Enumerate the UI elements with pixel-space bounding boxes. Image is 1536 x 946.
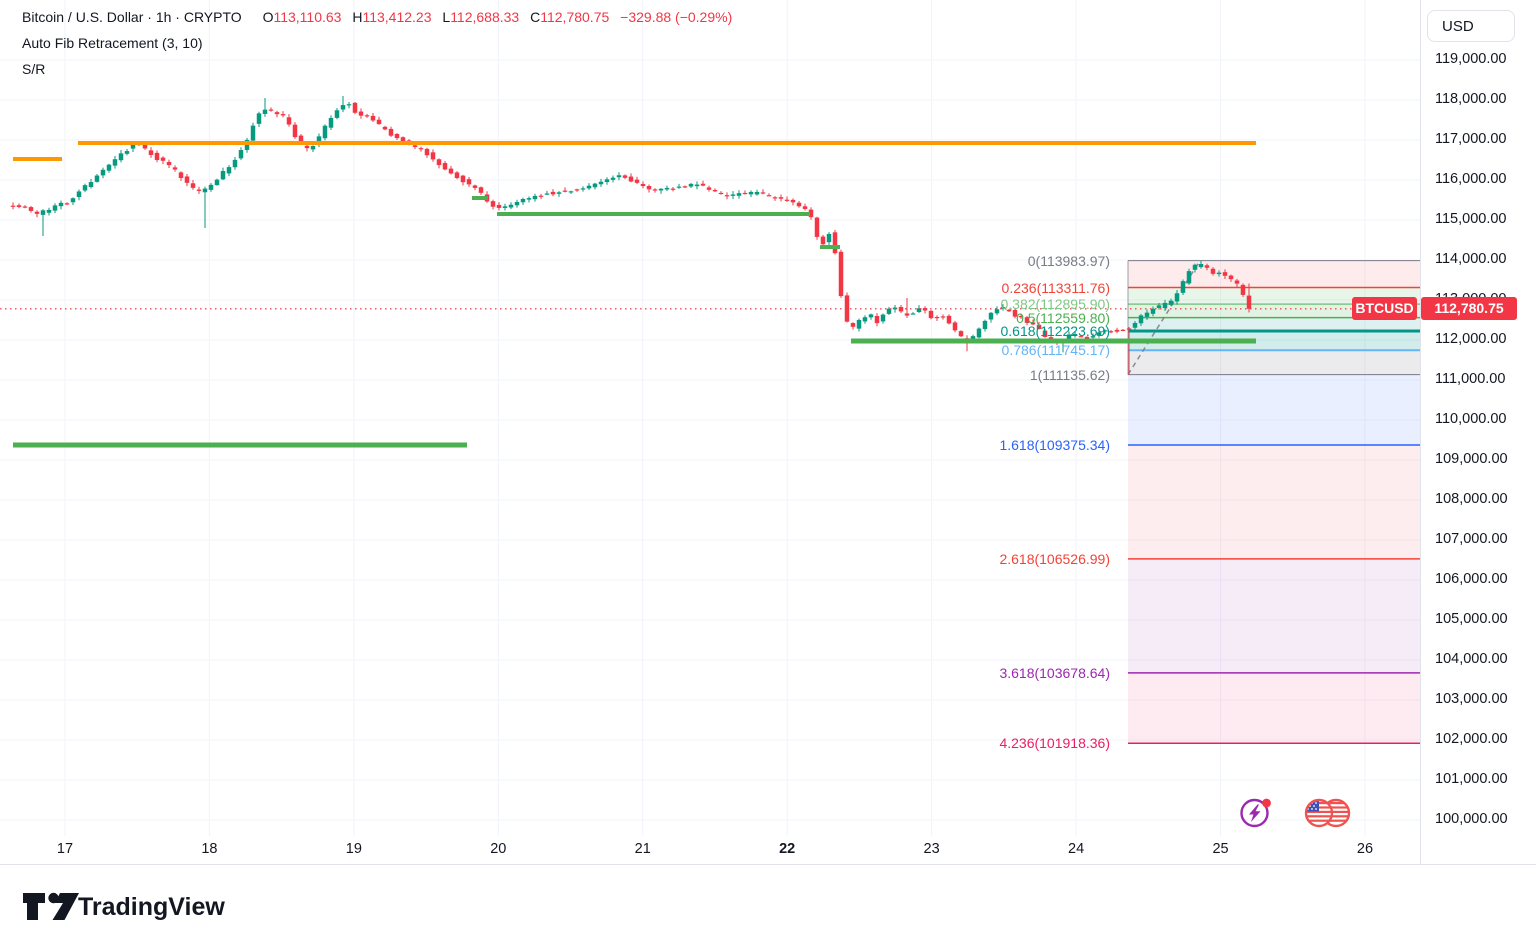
- ohlc-close-value: 112,780.75: [540, 9, 610, 25]
- ohlc-close-key: C: [530, 9, 541, 25]
- symbol-header-row[interactable]: Bitcoin / U.S. Dollar · 1h · CRYPTO O113…: [22, 8, 732, 27]
- price-tick-label: 101,000.00: [1435, 771, 1508, 787]
- price-tick-label: 107,000.00: [1435, 531, 1508, 547]
- ohlc-open-key: O: [262, 9, 274, 25]
- candlestick-canvas[interactable]: [0, 0, 1420, 838]
- fib-level-label: 0.618(112223.69): [1000, 323, 1111, 340]
- symbol-badge: BTCUSD: [1352, 297, 1417, 321]
- price-tick-label: 114,000.00: [1435, 251, 1507, 267]
- fib-level-label: 2.618(106526.99): [999, 550, 1110, 567]
- time-tick-label: 20: [490, 841, 507, 857]
- price-tick-label: 110,000.00: [1435, 411, 1507, 427]
- time-tick-label: 21: [634, 841, 651, 857]
- fib-level-label: 1(111135.62): [1029, 366, 1110, 383]
- indicator-sr[interactable]: S/R: [22, 61, 46, 77]
- currency-unit-button[interactable]: USD: [1427, 10, 1515, 42]
- price-tick-label: 103,000.00: [1435, 691, 1508, 707]
- time-tick-label: 24: [1068, 841, 1085, 857]
- time-tick-label: 17: [56, 841, 74, 857]
- ohlc-low-value: 112,688.33: [450, 9, 520, 25]
- fib-level-label: 3.618(103678.64): [999, 664, 1110, 681]
- time-tick-label: 25: [1212, 841, 1229, 857]
- time-axis[interactable]: 17 18 19 20 21 22 23 24 25 26: [0, 838, 1420, 864]
- fib-level-label: 4.236(101918.36): [999, 735, 1110, 752]
- ohlc-low-key: L: [442, 9, 451, 25]
- fib-level-label: 0.236(113311.76): [1001, 279, 1110, 296]
- price-tick-label: 118,000.00: [1435, 91, 1507, 107]
- price-tick-label: 104,000.00: [1435, 651, 1508, 667]
- widget-bottom-border: [0, 864, 1536, 865]
- brand-text: TradingView: [78, 893, 225, 921]
- time-tick-label: 18: [201, 841, 218, 857]
- lightning-ideas-icon[interactable]: [1239, 796, 1273, 830]
- fib-level-label: 0.382(112895.90): [1000, 296, 1111, 313]
- time-tick-label: 26: [1356, 841, 1374, 857]
- indicator-auto-fib[interactable]: Auto Fib Retracement (3, 10): [22, 35, 203, 51]
- fib-level-label: 0.5(112559.80): [1016, 309, 1110, 326]
- us-flag-pair-icon[interactable]: [1303, 796, 1353, 830]
- time-tick-label: 22: [779, 841, 796, 857]
- price-tick-label: 105,000.00: [1435, 611, 1508, 627]
- fib-level-label: 0.786(111745.17): [1001, 342, 1110, 359]
- price-chart-pane[interactable]: 0(113983.97) 0.236(113311.76) 0.382(112895…: [0, 0, 1420, 838]
- price-tick-label: 102,000.00: [1435, 731, 1508, 747]
- price-tick-label: 117,000.00: [1435, 131, 1507, 147]
- chart-legend: Bitcoin / U.S. Dollar · 1h · CRYPTO O113…: [22, 8, 732, 86]
- price-tick-label: 119,000.00: [1435, 51, 1507, 67]
- price-tick-label: 100,000.00: [1435, 811, 1508, 827]
- ohlc-high-value: 113,412.23: [362, 9, 432, 25]
- fib-level-label: 0(113983.97): [1027, 252, 1110, 269]
- price-tick-label: 109,000.00: [1435, 451, 1508, 467]
- price-tick-label: 108,000.00: [1435, 491, 1508, 507]
- ohlc-open-value: 113,110.63: [273, 9, 342, 25]
- last-price-tag: 112,780.75: [1421, 297, 1517, 321]
- tradingview-logo[interactable]: TradingView: [20, 886, 280, 931]
- time-tick-label: 19: [345, 841, 362, 857]
- fib-level-label: 1.618(109375.34): [999, 436, 1110, 453]
- symbol-title[interactable]: Bitcoin / U.S. Dollar · 1h · CRYPTO: [22, 9, 242, 25]
- change-value: −329.88 (−0.29%): [620, 9, 733, 25]
- price-tick-label: 116,000.00: [1435, 171, 1507, 187]
- time-tick-label: 23: [923, 841, 940, 857]
- price-tick-label: 115,000.00: [1435, 211, 1507, 227]
- price-axis[interactable]: USD 119,000.00 118,000.00 117,000.00 116,00…: [1420, 0, 1536, 864]
- price-tick-label: 112,000.00: [1435, 331, 1507, 347]
- price-tick-label: 106,000.00: [1435, 571, 1508, 587]
- ohlc-high-key: H: [352, 9, 363, 25]
- price-tick-label: 111,000.00: [1435, 371, 1506, 387]
